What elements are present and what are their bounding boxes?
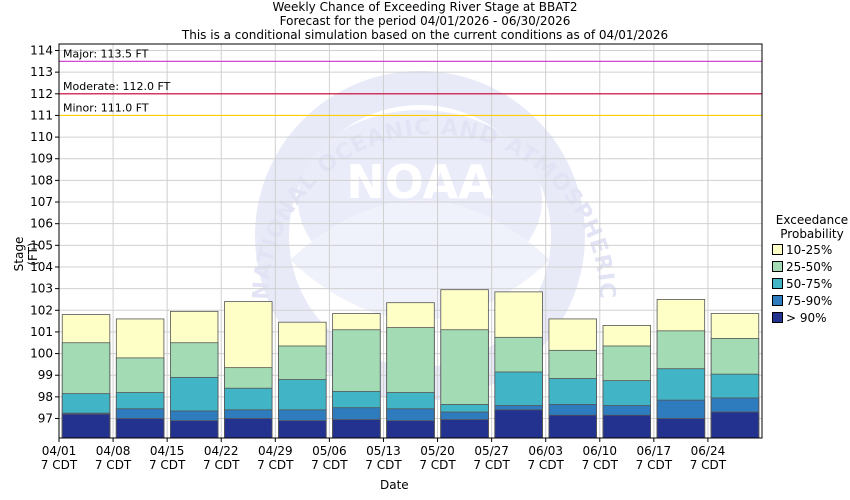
x-tick-sublabel: 7 CDT xyxy=(257,458,294,472)
y-tick-label: 104 xyxy=(30,260,53,274)
x-tick-label: 04/22 xyxy=(204,444,239,458)
bar-segment xyxy=(224,418,273,439)
bar-segment xyxy=(494,409,543,439)
legend-swatch xyxy=(772,312,783,323)
x-tick-label: 05/27 xyxy=(474,444,509,458)
x-tick-sublabel: 7 CDT xyxy=(527,458,564,472)
bar-segment xyxy=(61,413,111,439)
y-tick-label: 109 xyxy=(30,152,53,166)
legend-label: 75-90% xyxy=(786,293,833,308)
y-tick-label: 97 xyxy=(38,412,53,426)
y-tick-label: 99 xyxy=(38,368,53,382)
x-tick-sublabel: 7 CDT xyxy=(203,458,240,472)
bar-segment xyxy=(278,420,327,439)
x-tick-label: 05/06 xyxy=(312,444,347,458)
x-tick-label: 05/20 xyxy=(420,444,455,458)
y-tick-label: 101 xyxy=(30,325,53,339)
bar-segment xyxy=(386,420,435,439)
x-tick-label: 06/03 xyxy=(528,444,563,458)
x-axis-label: Date xyxy=(380,478,409,492)
legend-swatch xyxy=(772,244,783,255)
x-tick-sublabel: 7 CDT xyxy=(311,458,348,472)
legend-label: > 90% xyxy=(786,310,827,325)
bar-segment xyxy=(656,418,706,439)
x-tick-label: 04/15 xyxy=(150,444,185,458)
x-tick-sublabel: 7 CDT xyxy=(419,458,456,472)
legend-item: 10-25% xyxy=(772,241,850,258)
legend-item: 75-90% xyxy=(772,292,850,309)
y-tick-label: 108 xyxy=(30,173,53,187)
bar-segment xyxy=(440,419,489,439)
bar-segment xyxy=(710,411,760,439)
x-tick-sublabel: 7 CDT xyxy=(149,458,186,472)
y-tick-label: 98 xyxy=(38,390,53,404)
x-tick-label: 04/01 xyxy=(42,444,77,458)
chart-title: Weekly Chance of Exceeding River Stage a… xyxy=(272,0,578,14)
y-tick-label: 102 xyxy=(30,303,53,317)
y-tick-label: 106 xyxy=(30,217,53,231)
x-tick-label: 06/10 xyxy=(582,444,617,458)
x-tick-sublabel: 7 CDT xyxy=(582,458,619,472)
x-tick-sublabel: 7 CDT xyxy=(95,458,132,472)
threshold-label: Moderate: 112.0 FT xyxy=(63,80,171,93)
legend-item: 25-50% xyxy=(772,258,850,275)
x-tick-sublabel: 7 CDT xyxy=(41,458,78,472)
legend-swatch xyxy=(772,295,783,306)
x-tick-label: 04/29 xyxy=(258,444,293,458)
y-tick-label: 103 xyxy=(30,282,53,296)
x-tick-sublabel: 7 CDT xyxy=(365,458,402,472)
watermark-logo-text: NOAA xyxy=(346,155,494,209)
bar-segment xyxy=(602,414,652,439)
x-tick-sublabel: 7 CDT xyxy=(473,458,510,472)
legend-swatch xyxy=(772,261,783,272)
x-tick-label: 06/24 xyxy=(691,444,726,458)
legend-label: 25-50% xyxy=(786,259,833,274)
y-tick-label: 112 xyxy=(30,87,53,101)
y-tick-label: 110 xyxy=(30,130,53,144)
y-tick-label: 107 xyxy=(30,195,53,209)
chart-subtitle: Forecast for the period 04/01/2026 - 06/… xyxy=(279,14,571,28)
y-tick-label: 113 xyxy=(30,65,53,79)
threshold-label: Major: 113.5 FT xyxy=(63,47,149,60)
y-axis-label: Stage (FT) xyxy=(12,236,40,272)
bar-segment xyxy=(548,414,597,439)
legend-swatch xyxy=(772,278,783,289)
legend: Exceedance Probability 10-25% 25-50% 50-75… xyxy=(772,213,850,326)
legend-label: 50-75% xyxy=(786,276,833,291)
bar-segment xyxy=(332,419,381,439)
bar-segment xyxy=(169,420,219,439)
x-tick-label: 04/08 xyxy=(96,444,131,458)
y-tick-label: 105 xyxy=(30,238,53,252)
y-tick-label: 114 xyxy=(30,43,53,57)
x-tick-sublabel: 7 CDT xyxy=(690,458,727,472)
plot-frame xyxy=(58,43,763,439)
x-tick-sublabel: 7 CDT xyxy=(636,458,673,472)
threshold-label: Minor: 111.0 FT xyxy=(63,101,149,114)
legend-item: > 90% xyxy=(772,309,850,326)
legend-label: 10-25% xyxy=(786,242,833,257)
legend-title-line-1: Exceedance xyxy=(775,213,849,227)
chart-subtitle-2: This is a conditional simulation based o… xyxy=(181,28,669,42)
y-tick-label: 111 xyxy=(30,108,53,122)
legend-item: 50-75% xyxy=(772,275,850,292)
y-tick-label: 100 xyxy=(30,347,53,361)
x-tick-label: 06/17 xyxy=(637,444,672,458)
legend-items: 10-25% 25-50% 50-75% 75-90% > 90% xyxy=(772,241,850,326)
legend-title-line-2: Probability xyxy=(780,227,844,241)
bar-segment xyxy=(115,418,165,439)
x-tick-label: 05/13 xyxy=(366,444,401,458)
